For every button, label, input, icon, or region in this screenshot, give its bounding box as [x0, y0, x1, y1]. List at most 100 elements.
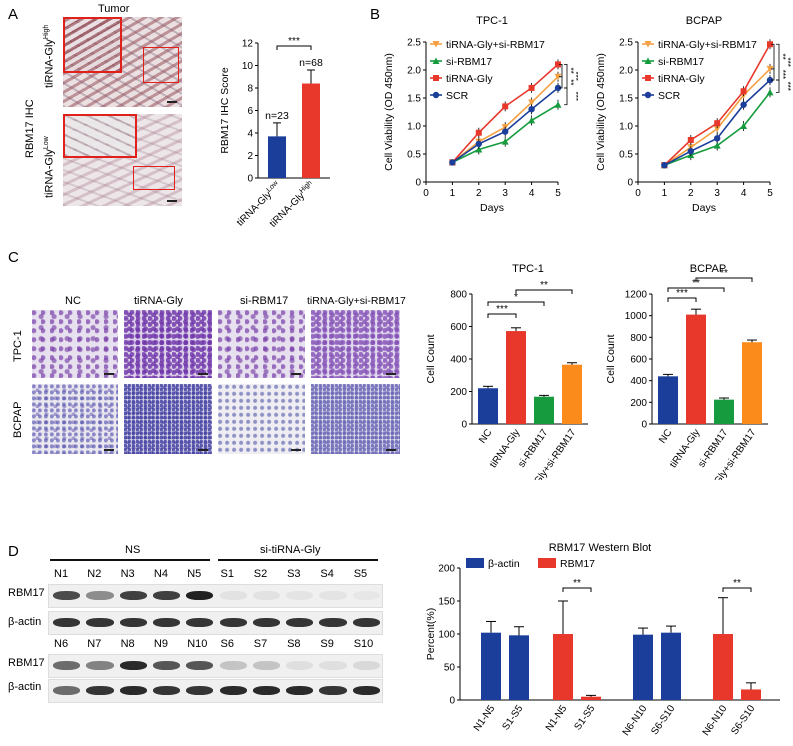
legend-label-2: tiRNA-Gly — [658, 73, 705, 85]
transwell-bcpap-tirna — [124, 384, 212, 454]
blot-band — [219, 686, 247, 695]
blot-band — [186, 686, 214, 695]
bar-2 — [714, 399, 734, 424]
bar-7 — [741, 689, 761, 700]
blot-rbm17-bottom — [48, 654, 383, 678]
bar-3 — [581, 696, 601, 700]
blot-band — [252, 661, 281, 670]
lane-label: N9 — [153, 638, 168, 650]
y-axis-label: Cell Viability (OD 450nm) — [595, 53, 607, 171]
transwell-bcpap-nc — [32, 384, 118, 454]
blot-band — [286, 661, 314, 670]
bar-4 — [633, 634, 653, 700]
sig-tirna-combo — [695, 277, 753, 282]
col-label-nc: NC — [65, 295, 81, 307]
significance-label: ** — [566, 79, 575, 85]
lane-label: S9 — [320, 638, 334, 650]
significance-bracket — [776, 79, 780, 93]
low-zoom-box — [133, 166, 175, 190]
legend-swatch-0 — [466, 558, 484, 568]
y-tick-label: 2 — [247, 151, 253, 162]
blot-band — [319, 686, 347, 695]
y-axis-label: Cell Count — [425, 334, 437, 383]
chart-title: TPC-1 — [512, 263, 544, 275]
blot-band — [53, 618, 81, 627]
data-point — [687, 148, 694, 155]
significance-bracket-label: *** — [288, 36, 300, 47]
x-tick-label: NC — [477, 427, 494, 445]
data-point — [661, 162, 668, 169]
bar-0 — [658, 376, 678, 424]
blot-rbm17-top — [48, 584, 383, 608]
blot-band — [319, 591, 347, 600]
legend-marker — [433, 75, 439, 81]
data-point — [740, 88, 747, 95]
blot-band — [252, 618, 281, 627]
lane-label: S2 — [253, 568, 268, 580]
tpc1-viability-chart: TPC-1 0 0.5 1.0 1.5 2.0 2.5 0 1 2 3 4 5 Days Cell Viab… — [383, 15, 578, 214]
y-axis-label: RBM17 IHC Score — [219, 67, 231, 154]
row-label-rbm17-1: RBM17 — [8, 587, 45, 599]
x-tick-label: 2 — [688, 188, 694, 199]
y-tick-label: 600 — [630, 355, 647, 366]
sig-rbm17-2-label: ** — [733, 578, 741, 589]
y-tick-label: 0 — [247, 174, 253, 185]
x-tick-label: 0 — [635, 188, 641, 199]
y-tick-label: 1000 — [625, 311, 648, 322]
lane-label: S10 — [353, 638, 374, 650]
y-tick-label: 2.0 — [407, 66, 421, 77]
row-label-actin-2: β-actin — [8, 681, 42, 693]
y-axis-label: Percent(%) — [425, 608, 437, 661]
blot-band — [152, 686, 181, 695]
sig-nc-si-label: * — [514, 292, 518, 303]
lane-label: N1 — [54, 568, 69, 580]
blot-band — [186, 591, 214, 600]
x-tick-label: S6-S10 — [729, 703, 757, 737]
y-tick-label: 4 — [247, 129, 253, 140]
blot-band — [186, 618, 214, 627]
legend-marker — [432, 57, 440, 64]
x-tick-label: 3 — [714, 188, 720, 199]
blot-band — [152, 591, 181, 600]
x-axis-label: Days — [480, 202, 504, 214]
blot-band — [186, 661, 214, 670]
legend-marker — [644, 57, 652, 64]
transwell-tpc1-si — [218, 310, 305, 378]
panel-c-letter: C — [8, 249, 19, 266]
chart-title: RBM17 Western Blot — [549, 542, 652, 554]
si-bracket-line — [218, 559, 378, 561]
data-point — [528, 106, 535, 113]
blot-band — [252, 591, 281, 600]
y-tick-label: 1.5 — [407, 94, 421, 105]
legend-label-1: si-RBM17 — [658, 56, 704, 68]
blot-band — [252, 686, 281, 695]
western-blot-quant-chart: RBM17 Western Blot 0 50 100 150 200 Percent(%)… — [425, 542, 780, 738]
y-tick-label: 12 — [242, 39, 254, 50]
lane-label: N2 — [87, 568, 102, 580]
y-tick-label: 2.0 — [619, 66, 633, 77]
x-tick-label: N1-N5 — [544, 703, 570, 733]
y-tick-label: 200 — [630, 398, 647, 409]
lane-label: N7 — [87, 638, 102, 650]
data-point — [714, 120, 721, 127]
y-tick-label: 0.5 — [407, 150, 421, 161]
y-tick-label: 200 — [438, 564, 455, 575]
y-tick-label: 1.5 — [619, 94, 633, 105]
y-tick-label: 50 — [444, 663, 456, 674]
x-tick-label: 1 — [450, 188, 456, 199]
y-tick-label: 800 — [450, 290, 467, 301]
col-label-tirna: tiRNA-Gly — [134, 295, 183, 307]
data-point — [475, 140, 482, 148]
blot-band — [53, 686, 81, 695]
n-annotation: n=68 — [299, 57, 323, 69]
lane-label: S1 — [220, 568, 234, 580]
y-tick-label: 0 — [627, 178, 633, 189]
x-tick-label: 3 — [502, 188, 508, 199]
data-point — [554, 101, 562, 108]
data-point — [714, 135, 721, 142]
y-tick-label: 2.5 — [619, 38, 633, 49]
y-tick-label: 2.5 — [407, 38, 421, 49]
lane-label: N4 — [153, 568, 168, 580]
